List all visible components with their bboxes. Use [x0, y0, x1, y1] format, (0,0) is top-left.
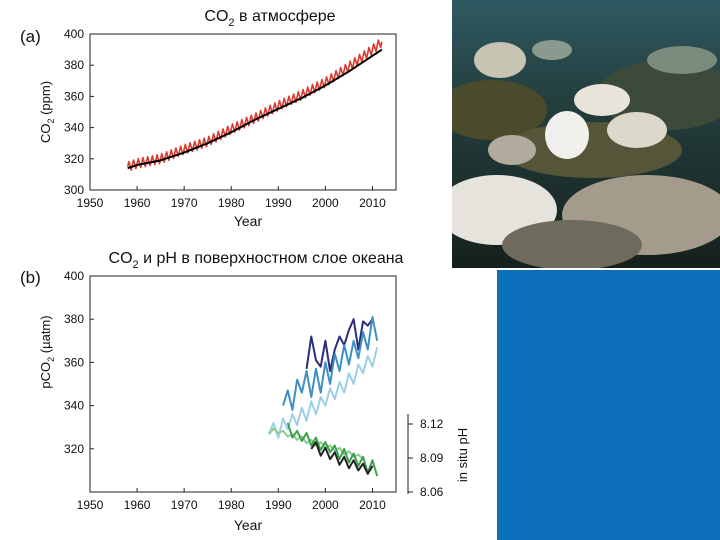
- panel-a-title: CO2 в атмосфере: [204, 8, 335, 29]
- panel-b-series-line-5: [310, 441, 374, 475]
- panel-b-y-axis-label: pCO2 (µatm): [38, 315, 56, 388]
- panel-b-series-line-4: [286, 422, 379, 477]
- panel-a-y-tick-label: 380: [64, 58, 84, 72]
- panel-b-series-line-3: [268, 427, 364, 460]
- panel-b-label: (b): [20, 268, 41, 287]
- panel-a-y-tick-label: 300: [64, 183, 84, 197]
- panel-a-x-tick-label: 1970: [171, 196, 198, 210]
- panel-a-x-tick-label: 1960: [124, 196, 151, 210]
- panel-a-label: (a): [20, 27, 41, 46]
- panel-b-x-tick-label: 1980: [218, 498, 245, 512]
- coral-reef-photo: [452, 0, 720, 268]
- panel-b-y2-tick-label: 8.09: [420, 451, 444, 465]
- panel-b-x-tick-label: 1950: [77, 498, 104, 512]
- panel-a-y-tick-label: 360: [64, 89, 84, 103]
- panel-b-series-line-0: [305, 318, 374, 373]
- blue-decorative-panel: [497, 270, 720, 540]
- panel-b-y2-tick-label: 8.06: [420, 485, 444, 499]
- panel-b-series-line-2: [267, 347, 379, 439]
- panel-a-x-tick-label: 1950: [77, 196, 104, 210]
- panel-b-x-tick-label: 2010: [359, 498, 386, 512]
- panel-a-y-axis-label: CO2 (ppm): [38, 81, 56, 143]
- panel-b-y2-tick-label: 8.12: [420, 417, 444, 431]
- panel-b-x-tick-label: 1990: [265, 498, 292, 512]
- panel-a-x-tick-label: 2010: [359, 196, 386, 210]
- panel-b-y-tick-label: 340: [64, 399, 84, 413]
- panel-b-y2-axis-label: in situ pH: [455, 428, 470, 482]
- coral-reef-image: [452, 0, 720, 268]
- panel-a-x-tick-label: 1980: [218, 196, 245, 210]
- panel-a-co2-atmosphere: (a) CO2 в атмосфере CO2 (ppm) Year 1950 1…: [20, 8, 397, 229]
- panel-a-plot-frame: [89, 33, 397, 191]
- panel-a-y-tick-label: 400: [64, 27, 84, 41]
- panel-a-series-line-1: [127, 48, 383, 170]
- panel-a-x-axis-label: Year: [234, 213, 263, 229]
- panel-a-x-tick-label: 2000: [312, 196, 339, 210]
- panel-b-y-tick-label: 400: [64, 269, 84, 283]
- panel-b-plot-frame: [89, 275, 397, 493]
- panel-b-y-tick-label: 320: [64, 442, 84, 456]
- panel-b-title: CO2 и pH в поверхностном слое океана: [109, 250, 404, 271]
- panel-a-y-tick-label: 320: [64, 152, 84, 166]
- panel-a-y-tick-label: 340: [64, 121, 84, 135]
- panel-b-x-axis-label: Year: [234, 517, 263, 533]
- panel-a-series-line-0: [126, 39, 383, 171]
- panel-b-y-tick-label: 380: [64, 312, 84, 326]
- panel-b-series-line-1: [282, 316, 379, 411]
- panel-b-x-tick-label: 2000: [312, 498, 339, 512]
- panel-b-x-tick-label: 1970: [171, 498, 198, 512]
- panel-a-x-tick-label: 1990: [265, 196, 292, 210]
- panel-b-y-tick-label: 360: [64, 355, 84, 369]
- panel-b-co2-ph-ocean: (b) CO2 и pH в поверхностном слое океана…: [20, 250, 470, 533]
- panel-b-x-tick-label: 1960: [124, 498, 151, 512]
